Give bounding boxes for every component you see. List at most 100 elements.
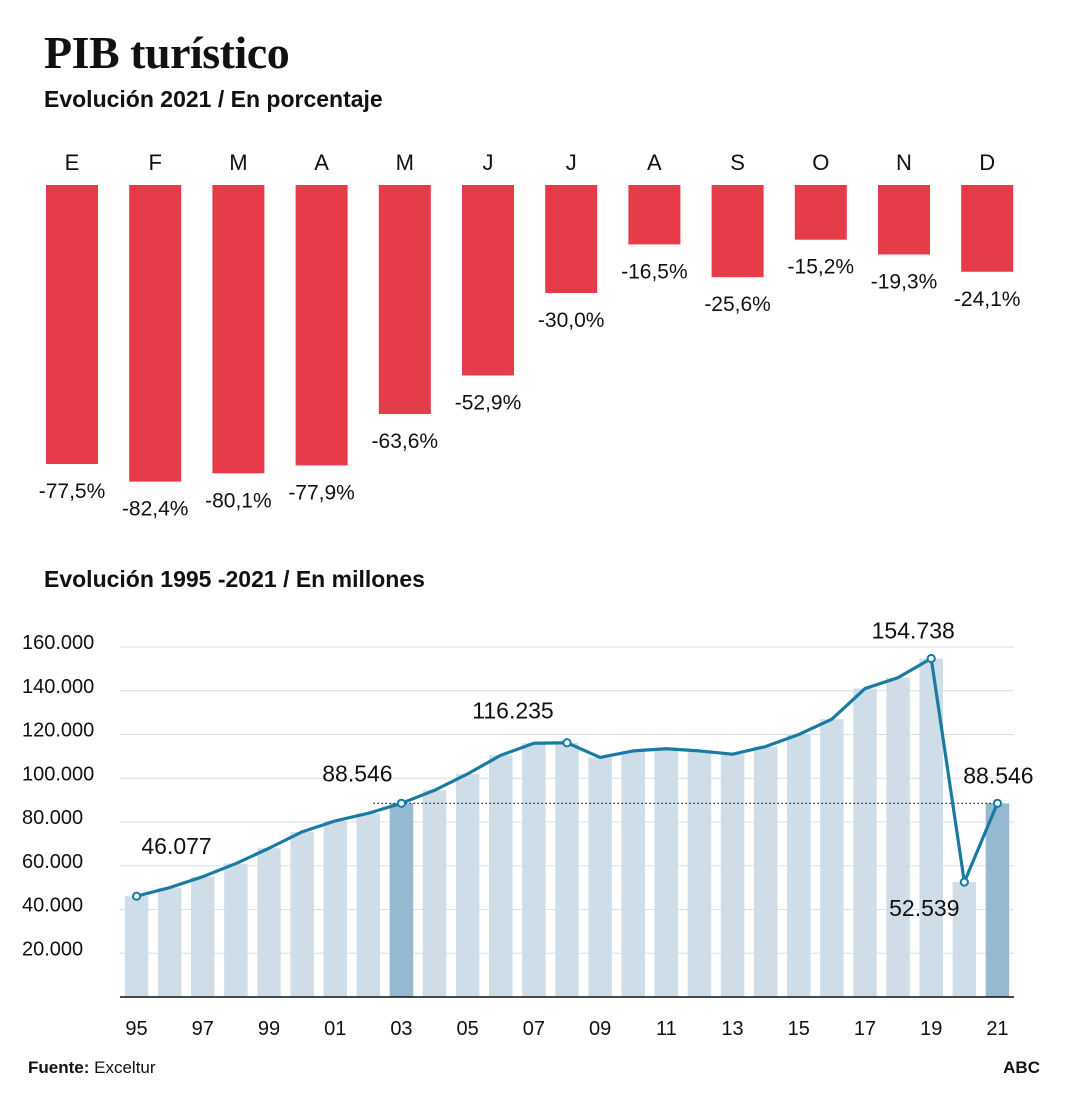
month-bar [878,185,930,255]
year-bar [985,803,1010,997]
year-bar [588,757,612,997]
month-value-label: -19,3% [871,270,938,293]
point-value-label: 154.738 [872,618,955,644]
yearly-line-chart: 20.000 40.000 60.000 80.000 100.000 120.000 14… [22,618,1034,1040]
year-bar [124,896,149,997]
year-bar [654,748,679,997]
year-bar [853,688,877,997]
month-label: J [566,150,577,175]
x-tick-label: 97 [192,1018,214,1040]
x-tick-label: 09 [589,1018,611,1040]
month-label: M [396,150,414,175]
month-label: J [483,150,494,175]
yearly-chart-subtitle: Evolución 1995 -2021 / En millones [44,566,425,592]
month-label: O [812,150,829,175]
y-tick-label: 40.000 [22,895,83,917]
brand-logo: ABC [1003,1058,1040,1077]
point-value-label: 46.077 [141,833,211,859]
month-bar [129,185,182,482]
y-tick-label: 140.000 [22,676,94,698]
month-bar [212,185,265,474]
year-bar [489,755,513,997]
month-bar [961,185,1014,272]
y-tick-label: 20.000 [22,938,83,960]
y-tick-label: 160.000 [22,632,94,654]
annotated-point [396,798,407,808]
x-tick-label: 03 [390,1018,412,1040]
x-tick-label: 11 [656,1018,677,1040]
annotated-point [992,798,1003,808]
month-value-label: -25,6% [704,293,771,316]
point-value-label: 88.546 [322,760,392,786]
x-tick-label: 95 [125,1018,147,1040]
x-tick-label: 13 [721,1018,743,1040]
month-value-label: -15,2% [788,256,855,279]
year-bar [157,887,182,997]
year-bar [886,677,910,997]
year-bar [919,658,943,997]
month-bar [628,185,681,245]
month-value-label: -63,6% [372,430,439,453]
month-value-label: -52,9% [455,391,522,414]
month-bar [46,185,98,464]
annotated-point [131,891,142,901]
year-bar [621,750,645,997]
month-value-label: -77,9% [288,481,355,504]
month-value-label: -82,4% [122,498,189,521]
source-value: Exceltur [94,1058,156,1077]
month-value-label: -16,5% [621,260,688,283]
month-label: E [65,150,80,175]
y-tick-label: 120.000 [22,720,94,742]
year-bar [555,742,579,997]
y-tick-label: 80.000 [22,807,83,829]
month-label: A [647,150,662,175]
source-label: Fuente: [28,1058,90,1077]
month-value-label: -30,0% [538,309,605,332]
monthly-bar-chart: E -77,5% F -82,4% M -80,1% A -77,9% M -63,6% J -52,… [39,150,1021,521]
year-bar [191,876,215,997]
month-label: S [730,150,745,175]
year-bar [389,803,414,997]
annotated-point [926,653,936,664]
year-bar [257,848,281,997]
year-bar [356,813,381,997]
year-bar [224,863,248,997]
x-tick-label: 21 [986,1018,1008,1040]
source-note: Fuente: Exceltur [28,1058,156,1078]
x-tick-label: 19 [920,1018,942,1040]
year-bar [323,820,347,997]
point-value-label: 52.539 [889,895,959,921]
chart-title: PIB turístico [44,27,290,78]
y-tick-label: 100.000 [22,763,94,785]
month-label: D [979,150,995,175]
month-label: A [314,150,329,175]
month-bar [711,185,764,278]
year-bar [455,773,480,997]
year-bar [820,719,844,997]
point-value-label: 116.235 [472,698,553,724]
year-bar [753,746,778,997]
annotated-point [562,738,572,748]
annotated-point [959,877,969,887]
year-bar [720,754,745,997]
y-tick-label: 60.000 [22,851,83,873]
year-bar [952,882,977,997]
year-bar [787,734,811,997]
month-bar [545,185,598,293]
year-bar [522,743,546,997]
month-value-label: -77,5% [39,480,106,503]
x-tick-label: 07 [523,1018,545,1040]
month-bar [295,185,348,466]
year-bar [422,790,447,997]
month-bar [378,185,431,414]
x-tick-label: 05 [457,1018,479,1040]
month-label: F [148,150,161,175]
point-value-label: 88.546 [963,762,1033,788]
x-tick-label: 17 [854,1018,876,1040]
monthly-chart-subtitle: Evolución 2021 / En porcentaje [44,86,383,112]
month-bar [462,185,514,376]
year-bar [290,831,314,997]
year-bar [687,750,712,997]
month-value-label: -80,1% [205,489,272,512]
x-tick-label: 01 [324,1018,346,1040]
